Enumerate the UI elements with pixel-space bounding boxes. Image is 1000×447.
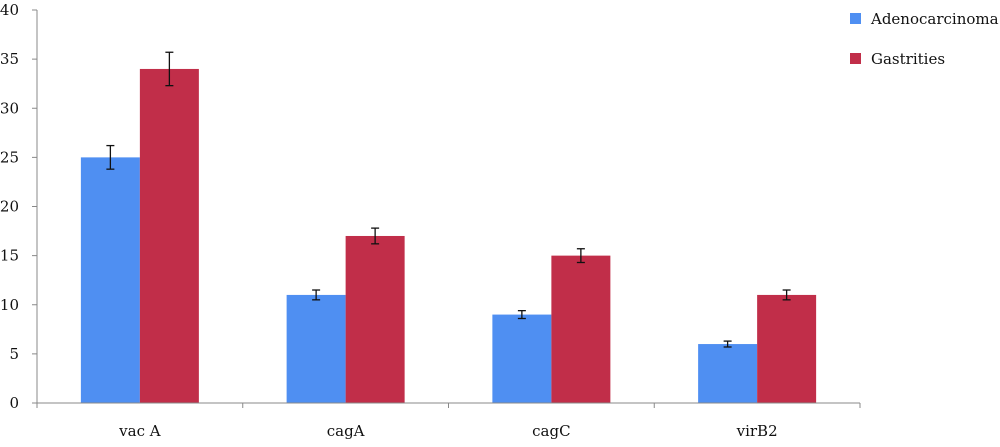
legend-item: Gastrities xyxy=(850,50,945,68)
error-bar xyxy=(723,340,732,348)
bar-gastrities-vac-a xyxy=(139,68,199,403)
x-tick-label: cagC xyxy=(532,422,570,440)
bar-adenocarcinoma-caga xyxy=(286,294,346,403)
y-tick-label: 30 xyxy=(0,99,19,117)
error-bar xyxy=(106,144,115,170)
error-bar xyxy=(782,289,791,301)
x-tick-label: cagA xyxy=(327,422,365,440)
y-tick-label: 10 xyxy=(0,296,19,314)
legend: Adenocarcinoma Gastrities xyxy=(850,10,999,68)
y-tick-label: 20 xyxy=(0,198,19,216)
y-tick-label: 35 xyxy=(0,50,19,68)
y-axis-ticks: 0 5 10 15 20 25 30 35 40 xyxy=(0,1,37,412)
bar-gastrities-cagc xyxy=(551,255,611,403)
legend-label: Gastrities xyxy=(871,50,945,68)
y-tick-label: 25 xyxy=(0,148,19,166)
error-bar xyxy=(165,51,174,87)
y-tick-label: 5 xyxy=(9,345,19,363)
bar-gastrities-virb2 xyxy=(757,294,817,403)
bar-gastrities-caga xyxy=(345,235,405,403)
y-tick-label: 0 xyxy=(9,394,19,412)
legend-swatch xyxy=(850,13,861,24)
bar-adenocarcinoma-virb2 xyxy=(698,344,758,403)
legend-item: Adenocarcinoma xyxy=(850,10,999,28)
error-bar xyxy=(517,309,526,320)
x-axis-ticks: vac A cagA cagC virB2 xyxy=(36,403,861,440)
bar-adenocarcinoma-vac-a xyxy=(80,157,140,403)
error-bars-group xyxy=(106,51,791,348)
error-bar xyxy=(576,248,585,264)
x-tick-label: vac A xyxy=(118,422,161,440)
error-bar xyxy=(312,289,321,301)
y-tick-label: 15 xyxy=(0,247,19,265)
bars-group xyxy=(80,68,817,403)
legend-swatch xyxy=(850,53,861,64)
error-bar xyxy=(371,227,380,245)
x-tick-label: virB2 xyxy=(736,422,778,440)
y-tick-label: 40 xyxy=(0,1,19,19)
bar-adenocarcinoma-cagc xyxy=(492,314,552,403)
legend-label: Adenocarcinoma xyxy=(870,10,999,28)
